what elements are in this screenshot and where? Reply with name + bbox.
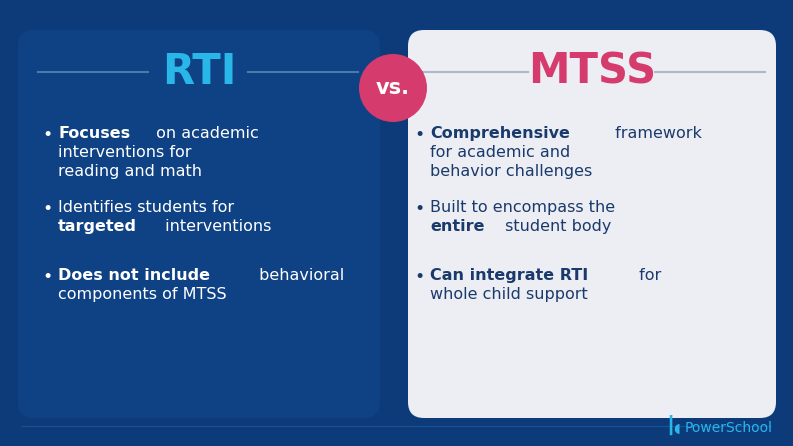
Text: behavior challenges: behavior challenges bbox=[430, 164, 592, 179]
Text: MTSS: MTSS bbox=[528, 51, 656, 93]
Text: PowerSchool: PowerSchool bbox=[685, 421, 773, 435]
Text: •: • bbox=[414, 126, 424, 144]
Text: behavioral: behavioral bbox=[254, 268, 344, 283]
Circle shape bbox=[359, 54, 427, 122]
Text: framework: framework bbox=[611, 126, 703, 141]
Text: on academic: on academic bbox=[151, 126, 259, 141]
Text: Focuses: Focuses bbox=[58, 126, 130, 141]
Text: interventions: interventions bbox=[160, 219, 271, 234]
Text: •: • bbox=[42, 268, 52, 286]
Text: RTI: RTI bbox=[162, 51, 236, 93]
Text: vs.: vs. bbox=[376, 78, 410, 98]
Text: •: • bbox=[414, 200, 424, 218]
Text: ┃: ┃ bbox=[665, 415, 675, 435]
Text: •: • bbox=[414, 268, 424, 286]
Text: entire: entire bbox=[430, 219, 485, 234]
Text: •: • bbox=[42, 200, 52, 218]
Text: student body: student body bbox=[500, 219, 611, 234]
Text: for: for bbox=[634, 268, 661, 283]
Text: Comprehensive: Comprehensive bbox=[430, 126, 570, 141]
Text: reading and math: reading and math bbox=[58, 164, 202, 179]
Text: components of MTSS: components of MTSS bbox=[58, 287, 227, 302]
FancyBboxPatch shape bbox=[18, 30, 380, 418]
Text: Built to encompass the: Built to encompass the bbox=[430, 200, 615, 215]
Text: targeted: targeted bbox=[58, 219, 137, 234]
Text: ◖: ◖ bbox=[673, 422, 680, 435]
Text: Identifies students for: Identifies students for bbox=[58, 200, 234, 215]
FancyBboxPatch shape bbox=[408, 30, 776, 418]
Text: for academic and: for academic and bbox=[430, 145, 570, 160]
Text: whole child support: whole child support bbox=[430, 287, 588, 302]
Text: Can integrate RTI: Can integrate RTI bbox=[430, 268, 588, 283]
Text: Does not include: Does not include bbox=[58, 268, 210, 283]
Text: •: • bbox=[42, 126, 52, 144]
Text: interventions for: interventions for bbox=[58, 145, 191, 160]
